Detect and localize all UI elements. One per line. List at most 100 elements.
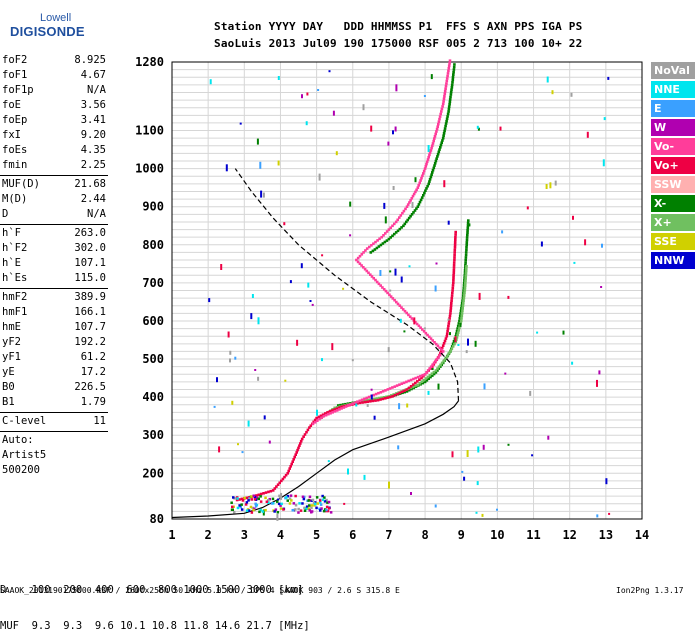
echo-point — [363, 267, 367, 271]
noise-echo — [463, 476, 466, 481]
param-label: foEs — [2, 144, 28, 156]
echo-point — [403, 222, 407, 226]
echo-point — [429, 375, 432, 379]
echo-point — [463, 289, 467, 292]
noise-echo — [296, 339, 299, 346]
es-echo — [253, 507, 256, 510]
noise-echo — [600, 286, 603, 288]
es-echo — [250, 498, 254, 501]
echo-point — [400, 382, 404, 385]
echo-point — [410, 213, 414, 216]
echo-point — [452, 268, 456, 272]
echo-point — [458, 326, 461, 330]
echo-point — [445, 332, 449, 335]
echo-point — [436, 369, 439, 372]
param-value: 9.20 — [80, 129, 106, 141]
es-echo — [315, 496, 319, 499]
echo-point — [404, 207, 407, 211]
echo-point — [396, 229, 400, 233]
noise-echo — [268, 440, 271, 444]
param-row: D N/A — [0, 207, 108, 222]
echo-point — [453, 241, 457, 244]
echo-point — [400, 390, 404, 394]
param-value: 8.925 — [74, 54, 106, 66]
echo-point — [391, 386, 394, 389]
noise-echo — [504, 372, 507, 375]
echo-point — [347, 404, 350, 407]
noise-echo — [570, 92, 573, 97]
echo-point — [431, 171, 434, 174]
noise-echo — [247, 420, 250, 427]
echo-point — [238, 498, 241, 501]
echo-point — [294, 453, 297, 456]
es-echo — [305, 505, 309, 508]
echo-point — [465, 246, 468, 249]
es-echo — [280, 502, 283, 506]
echo-point — [443, 89, 447, 93]
param-row: M(D) 2.44 — [0, 192, 108, 207]
echo-point — [376, 239, 379, 242]
noise-echo — [465, 350, 468, 354]
es-echo — [276, 500, 279, 503]
echo-point — [417, 184, 420, 187]
echo-point — [448, 100, 452, 104]
echo-point — [337, 404, 340, 407]
echo-point — [453, 63, 456, 66]
echo-point — [465, 243, 468, 247]
param-value: 302.0 — [74, 242, 106, 254]
echo-point — [335, 409, 339, 412]
es-echo — [321, 494, 324, 498]
param-row: foF2 8.925 — [0, 53, 108, 68]
echo-point — [408, 315, 412, 318]
echo-point — [432, 139, 435, 143]
echo-point — [431, 363, 434, 367]
echo-point — [293, 455, 296, 459]
echo-point — [275, 485, 278, 488]
noise-echo — [501, 230, 504, 234]
echo-point — [447, 64, 451, 68]
echo-point — [302, 435, 305, 438]
es-echo — [294, 508, 297, 511]
echo-point — [283, 475, 286, 479]
echo-point — [384, 397, 387, 400]
noise-echo — [229, 358, 231, 363]
echo-point — [466, 229, 469, 232]
echo-point — [423, 373, 427, 376]
echo-point — [445, 334, 449, 338]
noise-echo — [343, 502, 346, 505]
echo-point — [309, 424, 313, 427]
es-echo — [305, 507, 308, 511]
legend-item: NNW — [651, 252, 695, 269]
es-echo — [254, 502, 257, 506]
logo-lowell: Lowell — [40, 12, 72, 24]
echo-point — [439, 363, 442, 367]
es-echo — [308, 495, 312, 498]
echo-point — [467, 219, 470, 222]
echo-point — [443, 339, 447, 343]
noise-echo — [208, 298, 211, 303]
echo-point — [379, 243, 383, 247]
echo-point — [445, 77, 449, 80]
echo-point — [374, 278, 377, 282]
es-echo — [267, 499, 270, 502]
x-tick-label: 10 — [490, 528, 504, 542]
echo-point — [464, 279, 467, 283]
es-echo — [329, 511, 333, 514]
echo-point — [413, 209, 417, 212]
param-label: h`F — [2, 227, 21, 239]
echo-point — [328, 410, 332, 413]
echo-point — [395, 384, 399, 387]
echo-point — [464, 261, 467, 264]
noise-echo — [241, 451, 244, 454]
y-tick-label: 700 — [142, 276, 164, 290]
param-label: fxI — [2, 129, 21, 141]
echo-point — [287, 469, 290, 473]
echo-point — [464, 253, 468, 257]
noise-echo — [257, 376, 260, 381]
echo-point — [453, 342, 456, 346]
echo-point — [384, 389, 387, 392]
echo-point — [416, 380, 419, 383]
param-value: 4.67 — [80, 69, 106, 81]
echo-point — [445, 82, 448, 85]
echo-point — [420, 176, 423, 180]
